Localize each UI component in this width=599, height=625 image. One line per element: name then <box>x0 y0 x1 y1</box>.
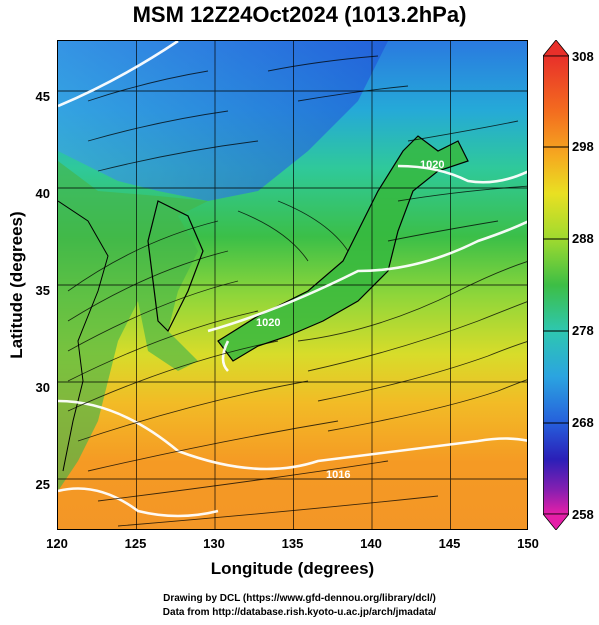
colorbar-tick-label: 258 <box>572 507 594 522</box>
credit-drawing: Drawing by DCL (https://www.gfd-dennou.o… <box>163 593 436 604</box>
colorbar-tick-label: 278 <box>572 323 594 338</box>
colorbar-bottom-arrow <box>543 513 569 530</box>
streamlines <box>67 55 527 527</box>
coastline-mainland <box>58 200 109 472</box>
contour-label: 1020 <box>420 159 444 171</box>
credit-data: Data from http://database.rish.kyoto-u.a… <box>162 607 437 618</box>
colorbar-top-arrow <box>543 40 569 57</box>
y-axis-label: Latitude (degrees) <box>7 211 26 359</box>
chart-title: MSM 12Z24Oct2024 (1013.2hPa) <box>132 2 467 27</box>
contour-label: 1020 <box>256 317 280 329</box>
x-tick-label: 135 <box>281 536 304 551</box>
y-tick-label: 35 <box>35 283 50 298</box>
colorbar-tick-label: 308 <box>572 49 594 64</box>
colorbar-tick-label: 288 <box>572 231 594 246</box>
y-tick-label: 40 <box>35 186 50 201</box>
map-plot: 1020 1020 1016 <box>57 40 528 530</box>
x-tick-label: 140 <box>360 536 382 551</box>
x-tick-label: 150 <box>517 536 539 551</box>
y-tick-label: 45 <box>35 89 50 104</box>
continent-landmass <box>58 161 208 491</box>
x-axis-label: Longitude (degrees) <box>210 559 375 578</box>
contour-label: 1016 <box>326 469 350 481</box>
colorbar <box>543 40 569 530</box>
colorbar-tick-label: 268 <box>572 415 594 430</box>
x-tick-label: 125 <box>124 536 147 551</box>
x-tick-label: 130 <box>203 536 225 551</box>
map-svg: 1020 1020 1016 <box>58 41 527 529</box>
isobar-contours <box>58 41 527 518</box>
colorbar-scale <box>543 55 569 515</box>
y-tick-label: 30 <box>35 380 50 395</box>
colorbar-ticks <box>543 146 569 424</box>
x-tick-label: 120 <box>46 536 68 551</box>
grid-lines <box>58 41 527 529</box>
y-tick-label: 25 <box>35 477 50 492</box>
x-tick-label: 145 <box>438 536 461 551</box>
colorbar-tick-label: 298 <box>572 139 594 154</box>
